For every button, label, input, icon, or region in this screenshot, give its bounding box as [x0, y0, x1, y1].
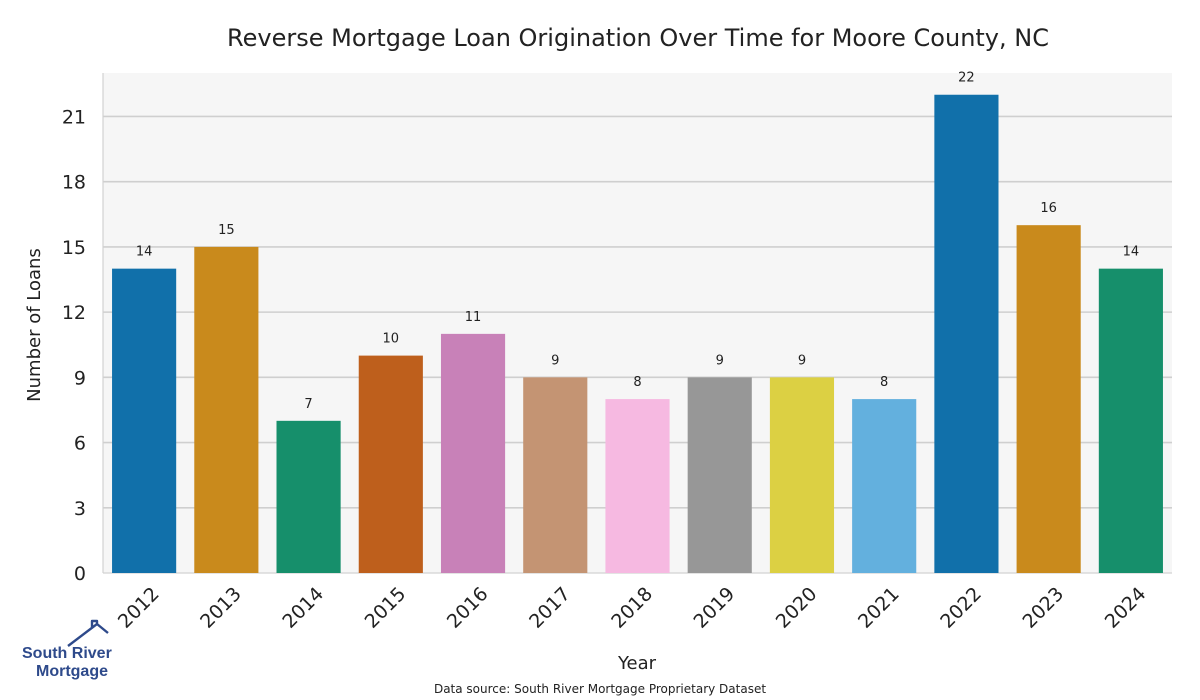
- data-label: 9: [716, 353, 724, 368]
- bar: [687, 377, 752, 573]
- bar: [769, 377, 835, 573]
- data-label: 11: [465, 310, 482, 325]
- x-axis-label: Year: [617, 653, 657, 674]
- y-tick-label: 15: [62, 237, 86, 259]
- logo-line2: Mortgage: [36, 663, 108, 680]
- bar: [523, 377, 588, 573]
- x-tick-label: 2017: [525, 583, 575, 633]
- x-tick-label: 2024: [1101, 583, 1151, 633]
- bar: [358, 355, 423, 573]
- y-axis-label: Number of Loans: [24, 248, 45, 402]
- x-tick-label: 2022: [936, 583, 986, 633]
- data-label: 8: [633, 375, 641, 390]
- house-roof-icon: [67, 619, 109, 647]
- x-tick-label: 2019: [690, 583, 740, 633]
- y-tick-label: 12: [62, 302, 86, 324]
- x-ticks: 2012 2013 2014 2015 2016 2017 2018 2019 2020 2021…: [114, 583, 1151, 633]
- company-logo: South River Mortgage: [22, 619, 112, 680]
- y-tick-label: 9: [74, 367, 86, 389]
- bar: [1016, 225, 1081, 573]
- data-label: 15: [218, 223, 235, 238]
- x-tick-label: 2020: [772, 583, 822, 633]
- source-note: Data source: South River Mortgage Propri…: [434, 682, 766, 696]
- x-tick-label: 2012: [114, 583, 164, 633]
- bar: [605, 399, 670, 573]
- data-label: 7: [304, 397, 312, 412]
- bar: [1098, 268, 1163, 573]
- y-ticks: 0 3 6 9 12 15 18 21: [62, 106, 86, 585]
- chart-title: Reverse Mortgage Loan Origination Over T…: [227, 24, 1049, 52]
- x-tick-label: 2014: [278, 583, 328, 633]
- data-label: 14: [136, 245, 153, 260]
- bar: [440, 333, 506, 573]
- x-tick-label: 2023: [1018, 583, 1068, 633]
- x-tick-label: 2015: [361, 583, 411, 633]
- bars: [112, 94, 1163, 574]
- bar: [276, 420, 341, 573]
- data-label: 10: [383, 332, 400, 347]
- x-tick-label: 2016: [443, 583, 493, 633]
- x-tick-label: 2018: [607, 583, 657, 633]
- bar: [112, 268, 177, 573]
- bar: [852, 399, 917, 573]
- y-tick-label: 0: [74, 563, 86, 585]
- x-tick-label: 2013: [196, 583, 246, 633]
- data-label: 9: [798, 353, 806, 368]
- y-tick-label: 6: [74, 433, 86, 455]
- bar: [194, 246, 259, 574]
- data-label: 16: [1040, 201, 1057, 216]
- y-tick-label: 21: [62, 106, 86, 128]
- data-label: 14: [1123, 245, 1140, 260]
- data-label: 8: [880, 375, 888, 390]
- data-label: 22: [958, 71, 975, 86]
- data-label: 9: [551, 353, 559, 368]
- bar: [934, 94, 999, 573]
- y-tick-label: 18: [62, 172, 86, 194]
- y-tick-label: 3: [74, 498, 86, 520]
- x-tick-label: 2021: [854, 583, 904, 633]
- data-labels: 14 15 7 10 11 9 8 9 9 8 22 16 14: [136, 71, 1139, 412]
- logo-line1: South River: [22, 645, 112, 662]
